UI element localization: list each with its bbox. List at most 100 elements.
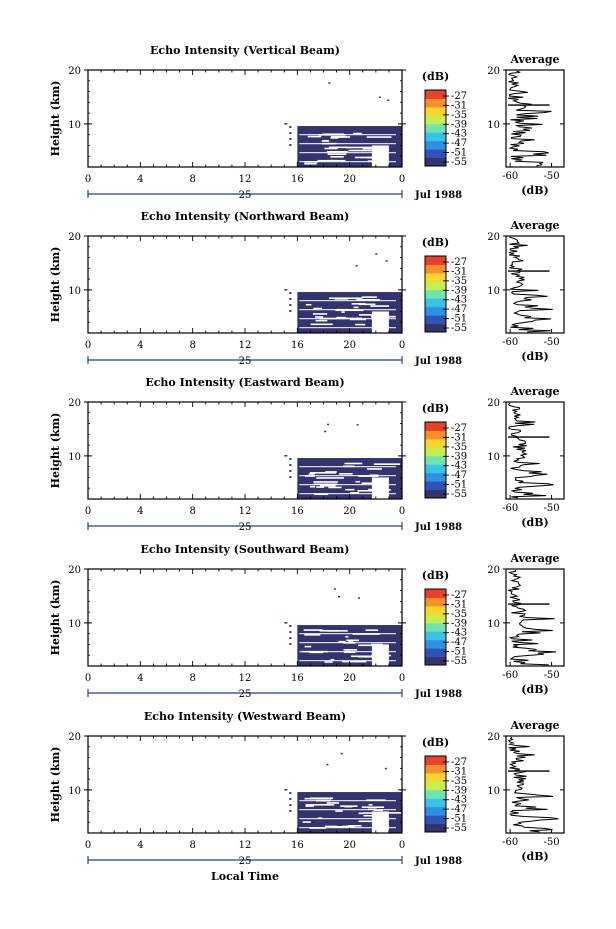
- colorbar-segment: [425, 98, 446, 108]
- echo-gap: [371, 811, 389, 833]
- colorbar-tick-label: -55: [451, 323, 467, 334]
- echo-streak: [305, 303, 312, 306]
- colorbar-segment: [425, 315, 446, 325]
- echo-dot: [289, 126, 292, 129]
- x-tick-label: 0: [399, 840, 405, 851]
- echo-gap: [371, 644, 389, 666]
- colorbar-frame: [424, 588, 447, 666]
- x-tick-label: 8: [189, 673, 195, 684]
- colorbar-segment: [425, 422, 446, 431]
- echo-streak: [335, 810, 343, 812]
- colorbar-tick-label: -51: [451, 480, 467, 491]
- average-y-tick-label: 10: [487, 786, 500, 797]
- colorbar-segment: [425, 447, 446, 457]
- echo-streak: [358, 644, 377, 647]
- echo-streak: [299, 651, 396, 653]
- average-y-tick-label: 20: [487, 66, 500, 77]
- echo-streak: [299, 161, 396, 163]
- x-tick-label: 0: [85, 340, 91, 351]
- echo-streak: [344, 462, 363, 465]
- echo-dot: [284, 622, 288, 624]
- echo-streak: [308, 473, 315, 475]
- colorbar-tick-label: -43: [451, 795, 467, 806]
- x-tick-label: 20: [343, 673, 356, 684]
- average-x-label: (dB): [521, 850, 548, 863]
- colorbar-segment: [425, 648, 446, 658]
- echo-streak: [351, 303, 366, 305]
- y-tick-label: 20: [68, 565, 81, 576]
- day-label: 25: [239, 856, 252, 867]
- colorbar-segment: [425, 489, 446, 499]
- echo-streak: [324, 825, 337, 828]
- colorbar-tick-label: -55: [451, 823, 467, 834]
- panel-title: Echo Intensity (Vertical Beam): [150, 44, 340, 57]
- echo-streak: [299, 327, 396, 329]
- echo-streak: [299, 827, 396, 829]
- echo-streak: [343, 649, 358, 651]
- echo-streak: [367, 468, 382, 470]
- colorbar-tick-label: -47: [451, 637, 467, 648]
- y-tick-label: 20: [68, 232, 81, 243]
- echo-streak: [321, 140, 330, 142]
- echo-streak: [299, 475, 396, 477]
- echo-streak: [361, 296, 377, 298]
- beam-panel-1: Echo Intensity (Northward Beam) Height (k…: [49, 210, 565, 367]
- echo-dot: [289, 310, 292, 313]
- echo-streak: [358, 314, 384, 316]
- x-tick-label: 4: [137, 840, 143, 851]
- echo-dot: [375, 253, 378, 255]
- echo-dot: [355, 265, 358, 267]
- echo-streak: [317, 159, 346, 162]
- colorbar-tick-label: -27: [451, 590, 467, 601]
- colorbar-segment: [425, 289, 446, 299]
- colorbar-segment: [425, 90, 446, 99]
- echo-dot: [384, 767, 387, 770]
- echo-dot: [289, 138, 292, 141]
- echo-streak: [330, 156, 344, 158]
- echo-dot: [333, 588, 336, 590]
- colorbar-segment: [425, 115, 446, 125]
- echo-streak: [304, 645, 312, 648]
- echo-streak: [330, 658, 335, 661]
- colorbar-tick-label: -27: [451, 257, 467, 268]
- average-frame: [505, 735, 565, 834]
- echo-streak: [299, 152, 396, 154]
- y-axis-label: Height (km): [49, 81, 62, 157]
- echo-streak: [344, 805, 353, 808]
- average-title: Average: [509, 385, 559, 398]
- echo-streak: [355, 480, 361, 483]
- x-tick-label: 8: [189, 174, 195, 185]
- echo-dot: [284, 789, 288, 791]
- echo-streak: [358, 655, 386, 658]
- echo-streak: [299, 633, 396, 635]
- colorbar-segment: [425, 298, 446, 308]
- echo-gap: [371, 477, 389, 499]
- colorbar-tick-label: -27: [451, 423, 467, 434]
- echo-streak: [299, 309, 396, 311]
- panel-title: Echo Intensity (Northward Beam): [141, 210, 350, 223]
- colorbar-unit: (dB): [422, 236, 449, 249]
- echo-streak: [314, 493, 329, 496]
- beam-panel-2: Echo Intensity (Eastward Beam) Height (km…: [49, 376, 565, 533]
- average-y-tick-label: 20: [487, 398, 500, 409]
- colorbar-segment: [425, 639, 446, 649]
- echo-streak: [339, 473, 353, 475]
- average-profile-line: [507, 569, 557, 666]
- average-x-tick-label: -60: [502, 670, 518, 681]
- colorbar-tick-label: -39: [451, 451, 467, 462]
- colorbar-unit: (dB): [422, 402, 449, 415]
- echo-dot: [289, 132, 292, 135]
- colorbar-tick-label: -31: [451, 266, 467, 277]
- echo-dot: [289, 458, 292, 461]
- echo-streak: [325, 471, 337, 473]
- y-tick-label: 20: [68, 398, 81, 409]
- echo-streak: [328, 486, 342, 489]
- echo-streak: [344, 651, 356, 654]
- colorbar-segment: [425, 306, 446, 316]
- date-label: Jul 1988: [414, 190, 462, 201]
- colorbar-segment: [425, 264, 446, 274]
- echo-streak: [313, 307, 323, 310]
- echo-streak: [315, 316, 324, 318]
- echo-dot: [284, 289, 288, 291]
- colorbar-tick-label: -39: [451, 119, 467, 130]
